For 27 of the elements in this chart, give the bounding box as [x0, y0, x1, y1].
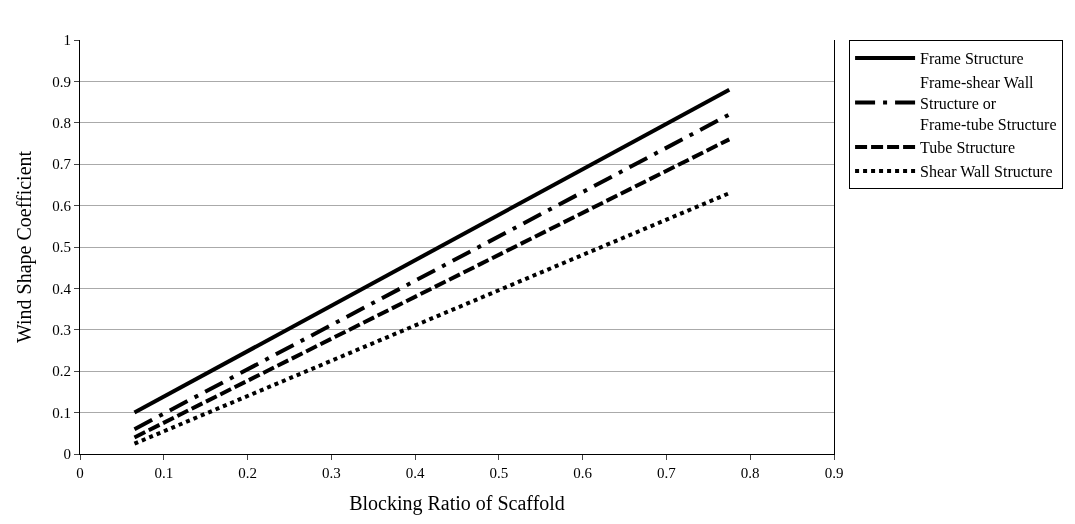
x-tick-label: 0 — [76, 465, 84, 481]
y-tick-label: 0 — [63, 446, 71, 463]
x-tick-label: 0.2 — [238, 465, 257, 481]
x-tick-label: 0.3 — [321, 465, 341, 481]
legend-label: Frame Structure — [920, 50, 1024, 68]
y-tick-label: 0.9 — [52, 73, 71, 90]
y-tick-label: 0.4 — [52, 280, 72, 297]
y-tick-label: 0.7 — [52, 156, 72, 173]
legend-label: Shear Wall Structure — [920, 163, 1053, 181]
x-tick-label: 0.9 — [824, 465, 844, 481]
x-tick-label: 0.6 — [573, 465, 593, 481]
y-tick-label: 1 — [63, 32, 71, 49]
y-tick-label: 0.1 — [52, 404, 71, 421]
y-tick-label: 0.6 — [52, 197, 72, 214]
x-axis-title: Blocking Ratio of Scaffold — [349, 491, 565, 515]
x-tick-label: 0.7 — [657, 465, 677, 481]
x-tick-label: 0.8 — [740, 465, 760, 481]
x-tick-label: 0.4 — [405, 465, 425, 481]
y-tick-label: 0.5 — [52, 239, 71, 256]
y-tick-label: 0.3 — [52, 322, 71, 339]
legend-label: Tube Structure — [920, 139, 1016, 157]
y-tick-label: 0.2 — [52, 363, 71, 380]
legend-label: Frame-shear Wall Structure or Frame-tube Structure — [920, 73, 1057, 133]
y-axis-title: Wind Shape Coefficient — [12, 150, 36, 344]
y-tick-label: 0.8 — [52, 115, 71, 132]
x-tick-label: 0.1 — [154, 465, 174, 481]
x-tick-label: 0.5 — [489, 465, 509, 481]
